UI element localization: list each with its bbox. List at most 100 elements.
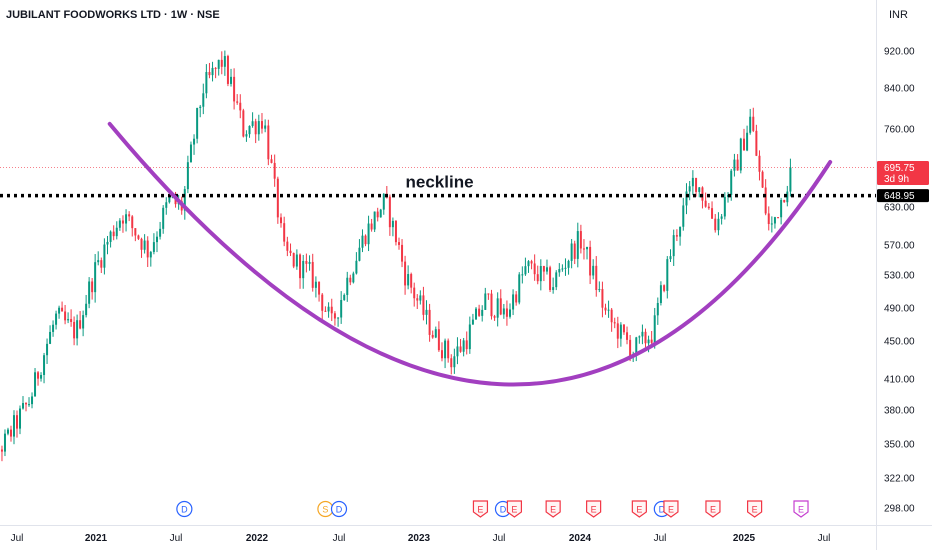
candle-body — [223, 56, 226, 67]
candle-body — [183, 189, 186, 211]
candle-body — [49, 331, 52, 344]
candle-body — [196, 107, 199, 139]
candle-body — [410, 274, 413, 288]
candle-body — [478, 308, 481, 316]
candle-body — [638, 336, 641, 338]
candle-body — [25, 403, 28, 405]
candle-body — [564, 267, 567, 269]
event-marker-e[interactable]: E — [705, 500, 721, 518]
candle-body — [343, 294, 346, 300]
candle-body — [626, 332, 629, 340]
candle-body — [220, 59, 223, 67]
candle-body — [100, 260, 103, 268]
candle-body — [146, 240, 149, 258]
candle-body — [370, 223, 373, 230]
event-marker-e[interactable]: E — [793, 500, 809, 518]
svg-text:D: D — [336, 505, 343, 515]
event-marker-e[interactable]: E — [586, 500, 602, 518]
candle-body — [46, 343, 49, 356]
candle-body — [717, 218, 720, 231]
candle-body — [484, 293, 487, 310]
svg-text:E: E — [752, 505, 758, 515]
candle-body — [407, 274, 410, 286]
candle-body — [230, 76, 233, 84]
candle-body — [248, 125, 251, 135]
candle-body — [52, 324, 55, 332]
time-axis[interactable]: Jul 2021 Jul 2022 Jul 2023 Jul 2024 Jul 2025 Jul — [11, 533, 831, 544]
candle-body — [691, 177, 694, 187]
candle-body — [149, 251, 152, 258]
candle-body — [67, 319, 70, 321]
candle-body — [573, 243, 576, 259]
candle-body — [199, 106, 202, 108]
candle-body — [155, 236, 158, 243]
svg-text:E: E — [591, 505, 597, 515]
price-tick-label: 410.00 — [884, 375, 915, 386]
candle-body — [431, 334, 434, 338]
candle-body — [364, 235, 367, 245]
price-tick-label: 760.00 — [884, 125, 915, 136]
candle-body — [616, 323, 619, 339]
candle-body — [789, 167, 792, 192]
candle-body — [64, 311, 67, 321]
time-tick-label: 2021 — [85, 533, 108, 544]
candle-body — [453, 356, 456, 368]
event-marker-e[interactable]: E — [545, 500, 561, 518]
candle-body — [752, 116, 755, 131]
candle-body — [733, 159, 736, 171]
event-marker-e[interactable]: E — [631, 500, 647, 518]
event-marker-e[interactable]: E — [747, 500, 763, 518]
event-marker-d[interactable]: D — [176, 500, 193, 518]
candle-body — [305, 260, 308, 264]
candle-body — [159, 228, 162, 237]
candle-body — [549, 267, 552, 290]
candle-body — [88, 281, 91, 304]
candle-body — [527, 261, 530, 267]
candle-body — [270, 159, 273, 163]
event-marker-s[interactable]: S — [317, 500, 334, 518]
candle-body — [208, 72, 211, 76]
svg-text:E: E — [710, 505, 716, 515]
candle-body — [635, 337, 638, 354]
event-marker-e[interactable]: E — [506, 500, 523, 518]
candle-body — [595, 265, 598, 290]
candle-body — [758, 155, 761, 172]
candle-body — [641, 331, 644, 337]
candle-body — [730, 170, 733, 195]
candle-body — [308, 261, 311, 264]
candle-body — [22, 403, 25, 409]
candle-body — [675, 235, 678, 237]
event-marker-d[interactable]: D — [330, 500, 348, 518]
candle-body — [85, 303, 88, 316]
candle-body — [352, 273, 355, 283]
candle-body — [168, 196, 171, 203]
candle-body — [37, 372, 40, 379]
candle-body — [318, 281, 321, 295]
event-marker-e[interactable]: E — [472, 500, 489, 518]
svg-text:S: S — [322, 505, 328, 515]
svg-text:E: E — [550, 505, 556, 515]
time-tick-label: 2023 — [408, 533, 431, 544]
candle-body — [524, 266, 527, 275]
event-marker-e[interactable]: E — [663, 500, 679, 518]
candle-body — [0, 449, 3, 452]
candle-body — [499, 298, 502, 315]
symbol-title[interactable]: JUBILANT FOODWORKS LTD · 1W · NSE — [6, 9, 220, 21]
candle-body — [462, 340, 465, 352]
candle-body — [656, 303, 659, 316]
price-tick-label: 570.00 — [884, 241, 915, 252]
candle-body — [622, 324, 625, 333]
currency-label[interactable]: INR — [889, 9, 908, 21]
candle-body — [437, 329, 440, 351]
svg-text:D: D — [659, 505, 666, 515]
candle-body — [112, 231, 115, 237]
candle-body — [125, 214, 128, 224]
candle-body — [650, 339, 653, 343]
candle-body — [601, 289, 604, 308]
candle-body — [773, 217, 776, 224]
candle-body — [276, 178, 279, 218]
